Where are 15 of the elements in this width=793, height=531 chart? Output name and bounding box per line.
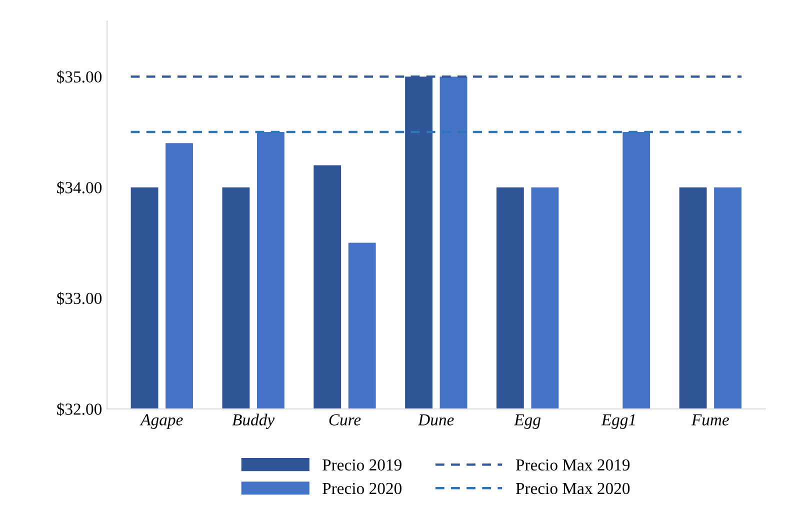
legend-label: Precio Max 2020 xyxy=(516,482,630,494)
legend-label: Precio 2020 xyxy=(322,482,402,494)
y-tick-label: $32.00 xyxy=(57,402,102,416)
x-tick-label: Buddy xyxy=(232,414,275,429)
x-tick-label: Agape xyxy=(140,414,183,429)
y-tick-label: $35.00 xyxy=(57,70,102,84)
x-tick-label: Cure xyxy=(329,414,361,426)
y-tick-label: $33.00 xyxy=(57,292,102,306)
x-tick-label: Egg xyxy=(514,414,540,429)
x-tick-label: Dune xyxy=(418,414,454,426)
x-tick-label: Egg1 xyxy=(601,414,635,429)
legend-label: Precio Max 2019 xyxy=(516,459,630,471)
y-tick-label: $34.00 xyxy=(57,181,102,194)
x-tick-label: Fume xyxy=(691,414,729,426)
legend-label: Precio 2019 xyxy=(322,459,402,471)
